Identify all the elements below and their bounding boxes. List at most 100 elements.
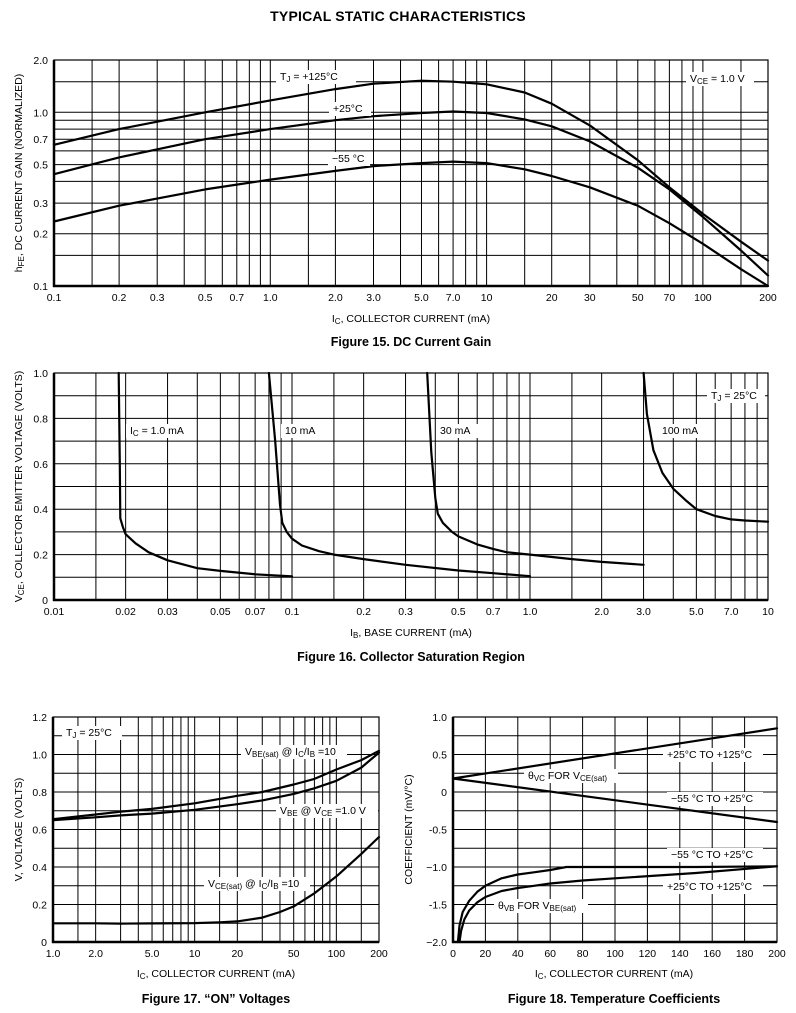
series-line-2 [456,865,779,944]
annotations: +25°C TO +125°C θVC FOR VCE(sat) −55 °C TO… [494,748,763,913]
y-tick-label: 0.1 [33,281,48,293]
y-tick-label: 1.0 [32,750,47,762]
gridlines [53,59,769,287]
x-tick-label: 60 [544,948,556,960]
y-tick-label: -1.5 [429,900,447,912]
y-tick-label: 0.3 [33,198,48,210]
annotation-bg [204,877,310,891]
x-tick-label: 2.0 [88,948,103,960]
y-tick-label: −1.0 [426,862,447,874]
annotation-bg [707,389,765,403]
x-tick-label: 5.0 [689,606,704,618]
y-tick-label: 0.4 [33,504,48,516]
y-tick-label: 1.0 [33,368,48,380]
series-line-2 [52,160,770,288]
x-tick-label: 1.0 [263,292,278,304]
y-tick-label: 0.8 [33,413,48,425]
y-axis-label: hFE, DC CURRENT GAIN (NORMALIZED) [13,74,26,272]
series-line-0 [117,371,294,578]
y-tick-labels: 1.0 0.5 0 -0.5 −1.0 -1.5 −2.0 [426,712,447,949]
annotation-bg [281,424,325,438]
y-tick-label: 0.5 [432,750,447,762]
y-tick-label: 0.2 [33,229,48,241]
figure-18-temperature-coefficients: 0 20 40 60 80 100 120 140 160 180 200 1.0 0.5 0 -0.5 −1… [403,712,786,1006]
plot-frame [53,59,769,287]
x-tick-label: 0.7 [229,292,244,304]
y-tick-labels: 0.1 0.2 0.3 0.5 0.7 1.0 2.0 [33,55,48,293]
x-axis-label: IC, COLLECTOR CURRENT (mA) [137,968,295,981]
y-tick-label: 0.6 [32,825,47,837]
y-tick-label: 0 [41,937,47,949]
x-tick-label: 120 [639,948,657,960]
x-tick-labels: 0.01 0.02 0.03 0.05 0.07 0.1 0.2 0.3 0.5 0.7 1.0 2.… [44,606,774,618]
annotation-vb-hi: +25°C TO +125°C [667,881,752,893]
x-tick-label: 0.2 [356,606,371,618]
series-group [51,749,381,925]
annotation-ic30: 30 mA [440,425,470,437]
y-tick-label: 0.5 [33,160,48,172]
annotation-bg [328,152,370,166]
x-tick-label: 0.2 [112,292,127,304]
x-tick-label: 20 [480,948,492,960]
x-tick-labels: 0.1 0.2 0.3 0.5 0.7 1.0 2.0 3.0 5.0 7.0 10 20 30 50 70… [47,292,777,304]
y-tick-label: 1.2 [32,712,47,724]
y-tick-label: 0.2 [32,900,47,912]
x-tick-label: 40 [512,948,524,960]
x-tick-label: 0.5 [198,292,213,304]
x-tick-label: 0.05 [210,606,231,618]
y-tick-label: 0.7 [33,134,48,146]
x-tick-label: 0.3 [398,606,413,618]
annotation-bg [126,424,194,438]
figure-caption: Figure 18. Temperature Coefficients [508,992,720,1006]
annotation-tm55: −55 °C [332,153,365,165]
y-tick-label: 0.8 [32,787,47,799]
y-tick-labels: 0 0.2 0.4 0.6 0.8 1.0 1.2 [32,712,47,949]
annotation-bg [667,792,763,806]
x-tick-label: 0.01 [44,606,65,618]
x-tick-label: 80 [577,948,589,960]
figure-caption: Figure 16. Collector Saturation Region [297,650,525,664]
x-tick-labels: 1.0 2.0 5.0 10 20 50 100 200 [46,948,388,960]
series-group [451,727,779,944]
annotation-bg [241,745,347,759]
annotation-bg [494,899,588,913]
annotation-vce: VCE = 1.0 V [690,73,745,86]
x-tick-label: 70 [664,292,676,304]
y-tick-label: 2.0 [33,55,48,67]
x-tick-label: 0.1 [285,606,300,618]
x-tick-label: 0.3 [150,292,165,304]
x-axis-label: IB, BASE CURRENT (mA) [350,627,472,640]
x-tick-label: 3.0 [636,606,651,618]
x-tick-label: 200 [759,292,777,304]
series-line-0 [451,727,779,780]
y-tick-label: 0 [42,595,48,607]
series-line-1 [267,371,532,578]
annotation-bg [436,424,480,438]
x-tick-label: 200 [370,948,388,960]
y-tick-label: 1.0 [432,712,447,724]
series-line-1 [451,777,779,824]
annotation-bg [658,424,706,438]
annotation-bg [276,804,378,818]
x-tick-label: 1.0 [46,948,61,960]
y-tick-label: -0.5 [429,825,447,837]
series-group [52,79,770,288]
series-line-0 [52,79,770,262]
series-line-2 [426,371,645,566]
series-group [117,371,770,578]
series-line-1 [52,110,770,277]
annotation-ic10: 10 mA [285,425,315,437]
x-tick-label: 0.07 [245,606,266,618]
gridlines [53,372,769,601]
x-tick-label: 7.0 [724,606,739,618]
x-tick-label: 3.0 [366,292,381,304]
y-tick-label: −2.0 [426,937,447,949]
x-tick-label: 160 [703,948,721,960]
x-axis-label: IC, COLLECTOR CURRENT (mA) [332,313,490,326]
annotation-bg [667,848,763,862]
x-tick-label: 100 [606,948,624,960]
annotations: TJ = 25°C VBE(sat) @ IC/IB =10 VBE @ VCE =… [62,726,378,891]
page-title: TYPICAL STATIC CHARACTERISTICS [270,8,526,24]
x-tick-label: 180 [736,948,754,960]
